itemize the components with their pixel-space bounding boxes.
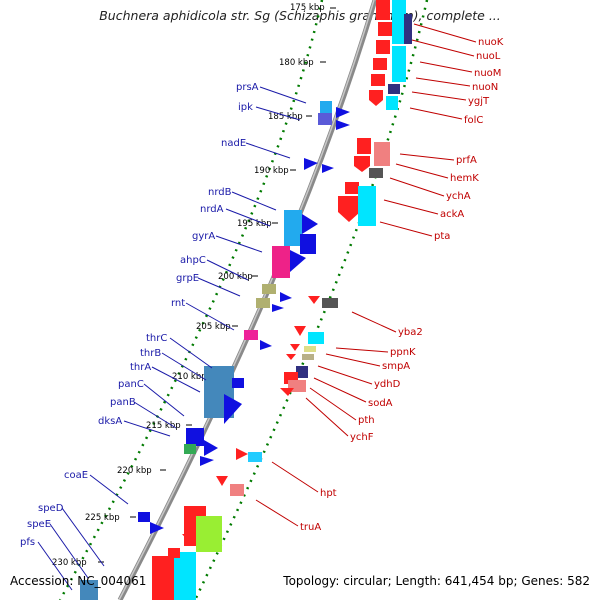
gene-label: yba2 — [398, 327, 423, 338]
gene-label: pfs — [20, 537, 35, 548]
forward-strand-genes — [80, 101, 350, 600]
tick-label: 225 kbp — [85, 513, 120, 523]
gene-label: nrdA — [200, 204, 224, 215]
gene-label: grpE — [176, 273, 199, 284]
gene-label: thrC — [146, 333, 167, 344]
gene-label: hemK — [450, 173, 479, 184]
tick-label: 220 kbp — [117, 466, 152, 476]
gene-label: thrA — [130, 362, 151, 373]
right-leaders — [255, 23, 477, 527]
tick-label: 200 kbp — [218, 272, 253, 282]
gene-label: nuoL — [476, 51, 501, 62]
tick-marks — [98, 7, 336, 563]
left-leaders — [37, 86, 307, 591]
gc-track-outer — [193, 0, 429, 600]
gene-label: ygjT — [468, 96, 490, 107]
gene-label: panB — [110, 397, 136, 408]
gene-label: gyrA — [192, 231, 215, 242]
gene-label: ydhD — [374, 379, 401, 390]
tick-label: 205 kbp — [196, 322, 231, 332]
gene-label: nuoM — [474, 68, 501, 79]
gene-label: pth — [358, 415, 375, 426]
gene-label: ppnK — [390, 347, 416, 358]
gene-label: nadE — [221, 138, 246, 149]
gene-label: truA — [300, 522, 321, 533]
gene-label: nuoK — [478, 37, 504, 48]
gene-label: folC — [464, 115, 483, 126]
gene-label: sodA — [368, 398, 393, 409]
gene-label: smpA — [382, 361, 410, 372]
gene-label: rnt — [171, 298, 185, 309]
gene-label: coaE — [64, 470, 88, 481]
tick-label: 175 kbp — [290, 3, 325, 13]
gene-label: ahpC — [180, 255, 206, 266]
gene-label: speE — [27, 519, 51, 530]
gene-label: prfA — [456, 155, 477, 166]
gene-label: hpt — [320, 488, 337, 499]
gene-label: prsA — [236, 82, 259, 93]
gene-label: pta — [434, 231, 450, 242]
gene-label: ipk — [238, 102, 253, 113]
gene-label: thrB — [140, 348, 161, 359]
tick-label: 210 kbp — [172, 372, 207, 382]
accession-label: Accession: NC_004061 — [10, 574, 147, 588]
tick-label: 215 kbp — [146, 421, 181, 431]
gene-label: nrdB — [208, 187, 232, 198]
tick-label: 180 kbp — [279, 58, 314, 68]
gene-label: ychA — [446, 191, 471, 202]
reverse-strand-genes — [152, 0, 412, 600]
gene-label: panC — [118, 379, 144, 390]
genome-stats: Topology: circular; Length: 641,454 bp; … — [283, 574, 590, 588]
gene-label: ackA — [440, 209, 464, 220]
tick-label: 190 kbp — [254, 166, 289, 176]
tick-label: 230 kbp — [52, 558, 87, 568]
gene-label: ychF — [350, 432, 374, 443]
gene-label: dksA — [98, 416, 122, 427]
tick-label: 185 kbp — [268, 112, 303, 122]
gene-label: nuoN — [472, 82, 498, 93]
tick-label: 195 kbp — [237, 219, 272, 229]
gene-label: speD — [38, 503, 64, 514]
